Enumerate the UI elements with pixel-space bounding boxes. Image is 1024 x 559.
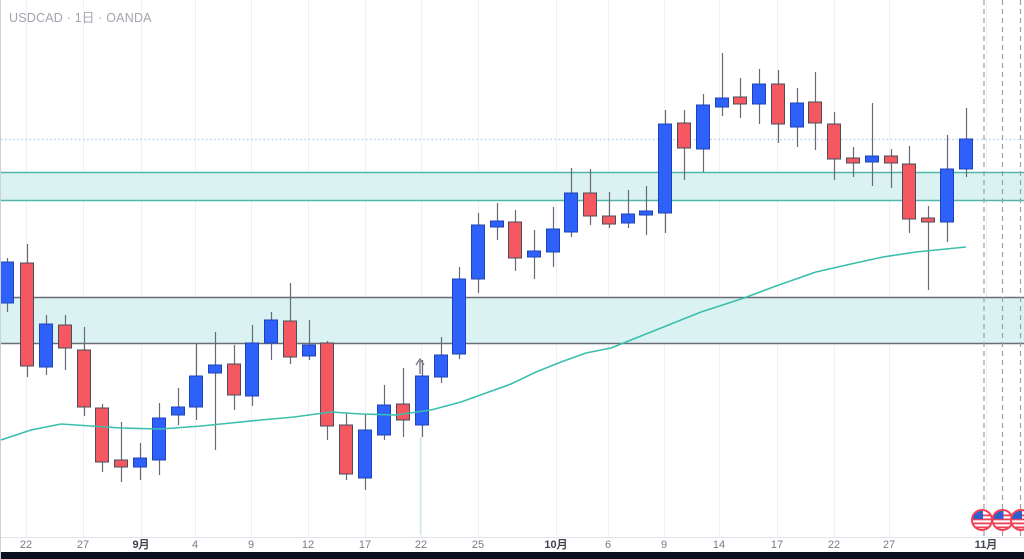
candle-down bbox=[808, 101, 822, 124]
symbol-legend[interactable]: USDCAD · 1日 · OANDA bbox=[9, 7, 152, 26]
candle-up bbox=[302, 344, 316, 357]
candle-down bbox=[114, 459, 128, 468]
time-axis-label: 11月 bbox=[974, 539, 998, 551]
candle-up bbox=[658, 123, 672, 214]
candle-down bbox=[77, 349, 91, 408]
candle-down bbox=[508, 221, 522, 259]
candle-up bbox=[546, 228, 560, 253]
candle-down bbox=[20, 262, 34, 367]
time-axis-label: 27 bbox=[882, 539, 896, 551]
price-chart-svg[interactable] bbox=[1, 0, 1024, 538]
time-axis-label: 22 bbox=[19, 539, 33, 551]
candle-down bbox=[583, 192, 597, 217]
moving-average-line[interactable] bbox=[1, 246, 967, 441]
time-axis[interactable]: 22 27 9月 4 9 12 17 22 25 10月 6 9 14 17 22 27 11月 bbox=[1, 538, 1024, 552]
candle-down bbox=[283, 320, 297, 358]
candle-down bbox=[846, 157, 860, 164]
candle-up bbox=[959, 138, 973, 170]
candle-up bbox=[264, 319, 278, 344]
economic-event-flag-us[interactable] bbox=[991, 509, 1014, 531]
flag-stripe bbox=[972, 518, 992, 521]
time-axis-label: 17 bbox=[770, 539, 784, 551]
candle-up bbox=[171, 406, 185, 416]
candle-down bbox=[602, 215, 616, 225]
time-axis-label: 6 bbox=[604, 539, 612, 551]
time-axis-label: 10月 bbox=[544, 539, 568, 551]
candle-up bbox=[715, 97, 729, 108]
flag-stripe bbox=[972, 522, 992, 525]
flag-canton bbox=[1011, 510, 1022, 519]
candle-up bbox=[639, 210, 653, 216]
candle-up bbox=[133, 457, 147, 468]
time-axis-label: 17 bbox=[358, 539, 372, 551]
price-band[interactable] bbox=[1, 297, 1024, 343]
time-axis-label: 4 bbox=[191, 539, 199, 551]
candle-down bbox=[677, 122, 691, 149]
economic-event-flag-us[interactable] bbox=[971, 509, 993, 531]
candle-up bbox=[208, 364, 222, 374]
candle-up bbox=[189, 375, 203, 408]
candle-down bbox=[58, 324, 72, 349]
chart-canvas[interactable]: USDCAD · 1日 · OANDA bbox=[1, 0, 1024, 538]
flag-stripe bbox=[1011, 518, 1024, 521]
flag-stripe bbox=[972, 526, 992, 529]
candle-down bbox=[396, 403, 410, 421]
candle-up bbox=[490, 220, 504, 228]
flag-canton bbox=[993, 510, 1004, 519]
time-axis-label: 27 bbox=[76, 539, 90, 551]
candle-down bbox=[733, 96, 747, 105]
window-bottom-bar bbox=[1, 552, 1024, 559]
candle-down bbox=[95, 407, 109, 463]
candle-up bbox=[752, 83, 766, 105]
flag-canton bbox=[972, 510, 983, 519]
candle-down bbox=[339, 424, 353, 475]
candle-down bbox=[227, 363, 241, 396]
time-axis-label: 22 bbox=[414, 539, 428, 551]
candle-up bbox=[245, 342, 259, 397]
candle-up bbox=[865, 155, 879, 163]
candle-up bbox=[940, 168, 954, 223]
flag-stripe bbox=[993, 526, 1012, 529]
candle-up bbox=[415, 375, 429, 426]
candle-up bbox=[564, 192, 578, 233]
flag-stripe bbox=[993, 518, 1012, 521]
candle-down bbox=[884, 155, 898, 164]
flag-stripe bbox=[993, 522, 1012, 525]
candle-down bbox=[921, 217, 935, 223]
candle-up bbox=[358, 429, 372, 479]
candle-up bbox=[790, 102, 804, 128]
symbol-title[interactable]: USDCAD · 1日 · OANDA bbox=[9, 11, 152, 25]
candle-up bbox=[1, 261, 14, 304]
candle-up bbox=[434, 354, 448, 378]
candle-up bbox=[152, 417, 166, 461]
candle-up bbox=[39, 323, 53, 368]
time-axis-label: 12 bbox=[301, 539, 315, 551]
candle-down bbox=[902, 163, 916, 220]
candle-down bbox=[771, 83, 785, 125]
time-axis-label: 14 bbox=[712, 539, 726, 551]
candle-down bbox=[320, 342, 334, 427]
candle-up bbox=[527, 250, 541, 258]
flag-ring bbox=[1010, 509, 1024, 531]
candle-up bbox=[377, 404, 391, 436]
candle-up bbox=[621, 213, 635, 224]
candle-up bbox=[696, 104, 710, 150]
candle-down bbox=[827, 123, 841, 160]
time-axis-label: 9月 bbox=[132, 539, 150, 551]
up-arrow-marker bbox=[415, 357, 425, 374]
economic-event-flag-us[interactable] bbox=[1010, 509, 1024, 531]
flag-stripe bbox=[1011, 526, 1024, 529]
time-axis-label: 25 bbox=[471, 539, 485, 551]
time-axis-label: 9 bbox=[247, 539, 255, 551]
time-axis-label: 9 bbox=[660, 539, 668, 551]
time-axis-label: 22 bbox=[827, 539, 841, 551]
candle-up bbox=[452, 278, 466, 355]
flag-stripe bbox=[1011, 522, 1024, 525]
price-band[interactable] bbox=[1, 172, 1024, 200]
candle-up bbox=[471, 224, 485, 280]
